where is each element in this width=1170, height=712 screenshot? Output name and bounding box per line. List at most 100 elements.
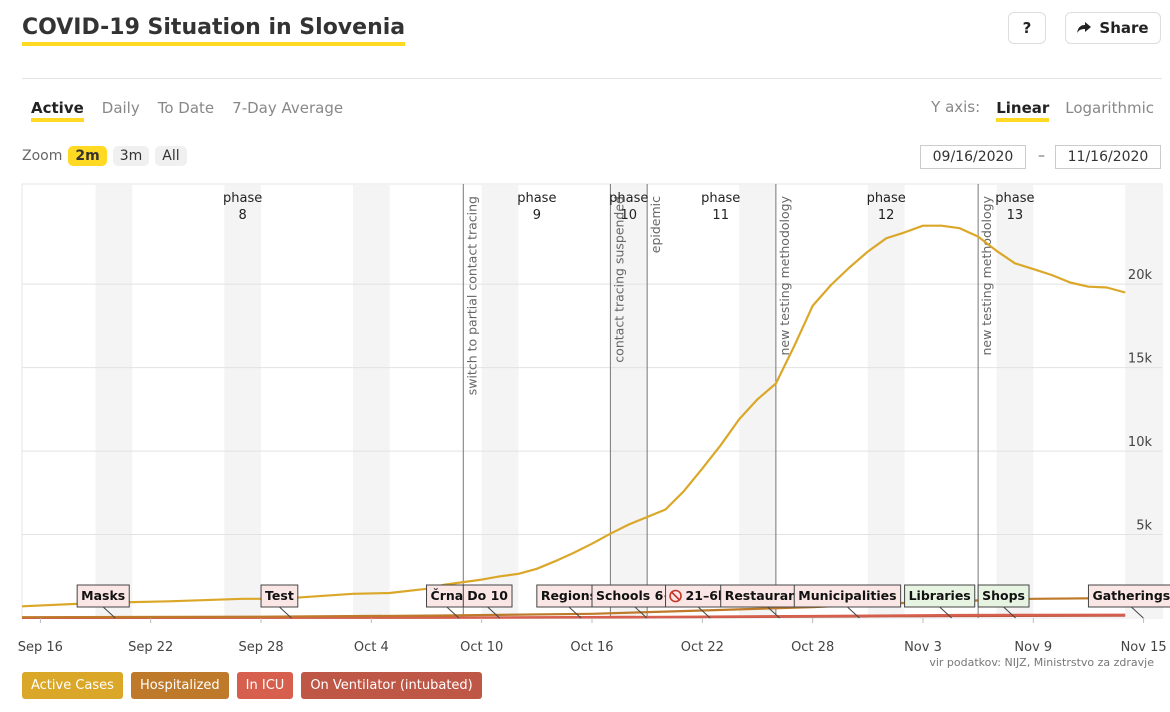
measure-marker[interactable]: Črna	[426, 584, 468, 619]
weekend-band	[739, 185, 776, 618]
measure-marker[interactable]: Masks	[76, 584, 130, 619]
measure-label: Municipalities	[798, 588, 896, 603]
legend-hospitalized[interactable]: Hospitalized	[130, 672, 229, 699]
measure-marker[interactable]: Schools 6+	[591, 584, 679, 619]
measure-label: Masks	[81, 588, 125, 603]
event-label: new testing methodology	[777, 195, 792, 355]
date-from-input[interactable]	[920, 145, 1026, 169]
weekend-band	[996, 185, 1034, 618]
weekend-band	[95, 185, 133, 618]
yaxis-scale-control: Y axis: Linear Logarithmic	[931, 98, 1154, 122]
legend-in-icu[interactable]: In ICU	[236, 672, 294, 699]
x-tick-label: Oct 22	[681, 640, 724, 655]
event-label: contact tracing suspended	[611, 196, 626, 363]
measure-tick	[102, 606, 116, 619]
measure-marker[interactable]: Regions	[536, 584, 602, 619]
share-button-label: Share	[1099, 19, 1149, 37]
measure-label: 21–6h	[686, 588, 727, 603]
date-range-separator: –	[1038, 148, 1045, 164]
x-tick-label: Nov 15	[1121, 640, 1167, 655]
weekend-band	[352, 185, 390, 618]
y-tick-label: 10k	[1128, 435, 1153, 450]
measure-label: Libraries	[909, 588, 971, 603]
measure-label: Test	[265, 588, 294, 603]
zoom-all-button[interactable]: All	[155, 146, 187, 166]
yaxis-label: Y axis:	[931, 98, 981, 116]
chart-legend: Active Cases Hospitalized In ICU On Vent…	[22, 672, 482, 699]
measure-tick	[1003, 606, 1016, 619]
x-tick-label: Sep 22	[128, 640, 173, 655]
measure-marker[interactable]: 21–6h	[665, 584, 732, 619]
data-source-note: vir podatkov: NIJZ, Ministrstvo za zdrav…	[929, 656, 1154, 669]
phase-label: phase	[223, 191, 262, 206]
share-button[interactable]: Share	[1065, 12, 1161, 44]
tab-daily[interactable]: Daily	[101, 99, 140, 117]
measure-tick	[697, 606, 711, 619]
event-label: new testing methodology	[979, 195, 994, 355]
measure-label: Restaurants	[725, 588, 811, 603]
phase-label: phase	[995, 191, 1034, 206]
series-line-in-icu	[21, 613, 1126, 619]
measure-tick	[1131, 606, 1144, 619]
y-tick-label: 20k	[1128, 268, 1153, 283]
x-tick-label: Sep 28	[238, 640, 283, 655]
legend-active-cases[interactable]: Active Cases	[22, 672, 123, 699]
phase-number: 12	[878, 208, 895, 223]
phase-number: 10	[621, 208, 638, 223]
tab-to-date[interactable]: To Date	[157, 99, 215, 117]
y-tick-label: 5k	[1136, 519, 1152, 534]
x-tick-label: Oct 4	[354, 640, 389, 655]
measure-marker[interactable]: Municipalities	[793, 584, 902, 619]
phase-label: phase	[609, 191, 648, 206]
event-label: epidemic	[648, 196, 663, 253]
series-line-active-cases	[21, 224, 1126, 608]
measure-marker[interactable]: Test	[260, 584, 299, 619]
phase-number: 13	[1007, 208, 1024, 223]
zoom-label: Zoom	[22, 148, 63, 164]
zoom-2m-button[interactable]: 2m	[68, 146, 107, 166]
measure-label: Do 10	[467, 588, 508, 603]
measure-label: Regions	[541, 588, 597, 603]
measure-marker[interactable]: Restaurants	[720, 584, 815, 619]
help-button[interactable]: ?	[1008, 12, 1046, 44]
weekend-band	[867, 185, 905, 618]
phase-number: 9	[533, 208, 541, 223]
measure-label: Gatherings	[1092, 588, 1170, 603]
tab-active[interactable]: Active	[31, 98, 84, 122]
x-tick-label: Nov 3	[904, 640, 942, 655]
measure-marker[interactable]: Gatherings	[1087, 584, 1170, 619]
measure-tick	[487, 606, 500, 619]
yaxis-linear-option[interactable]: Linear	[996, 98, 1050, 122]
measure-marker[interactable]: Do 10	[462, 584, 513, 619]
phase-label: phase	[517, 191, 556, 206]
measure-tick	[767, 606, 780, 619]
measure-tick	[634, 606, 648, 619]
date-to-input[interactable]	[1055, 145, 1161, 169]
no-entry-slash	[670, 591, 681, 601]
phase-label: phase	[867, 191, 906, 206]
weekend-band	[610, 185, 648, 618]
page-title: COVID-19 Situation in Slovenia	[22, 14, 406, 46]
header-divider	[22, 78, 1162, 79]
y-tick-label: 15k	[1128, 352, 1153, 367]
measure-tick	[939, 606, 953, 619]
measure-marker[interactable]: Libraries	[904, 584, 976, 619]
measure-tick	[446, 606, 460, 619]
mode-tabs: Active Daily To Date 7-Day Average	[31, 98, 343, 122]
x-tick-label: Oct 28	[791, 640, 834, 655]
share-arrow-icon	[1077, 22, 1092, 33]
measure-label: Schools 6+	[596, 588, 674, 603]
zoom-3m-button[interactable]: 3m	[112, 146, 150, 166]
weekend-band	[1125, 185, 1162, 618]
measure-label: Črna	[431, 588, 464, 603]
measure-marker[interactable]: Shops	[977, 584, 1030, 619]
tab-7-day-average[interactable]: 7-Day Average	[232, 99, 344, 117]
measure-label: Shops	[982, 588, 1025, 603]
event-label: switch to partial contact tracing	[464, 196, 479, 395]
phase-number: 11	[712, 208, 729, 223]
legend-on-ventilator[interactable]: On Ventilator (intubated)	[301, 672, 482, 699]
phase-label: phase	[701, 191, 740, 206]
weekend-band	[481, 185, 519, 618]
yaxis-logarithmic-option[interactable]: Logarithmic	[1065, 99, 1154, 117]
